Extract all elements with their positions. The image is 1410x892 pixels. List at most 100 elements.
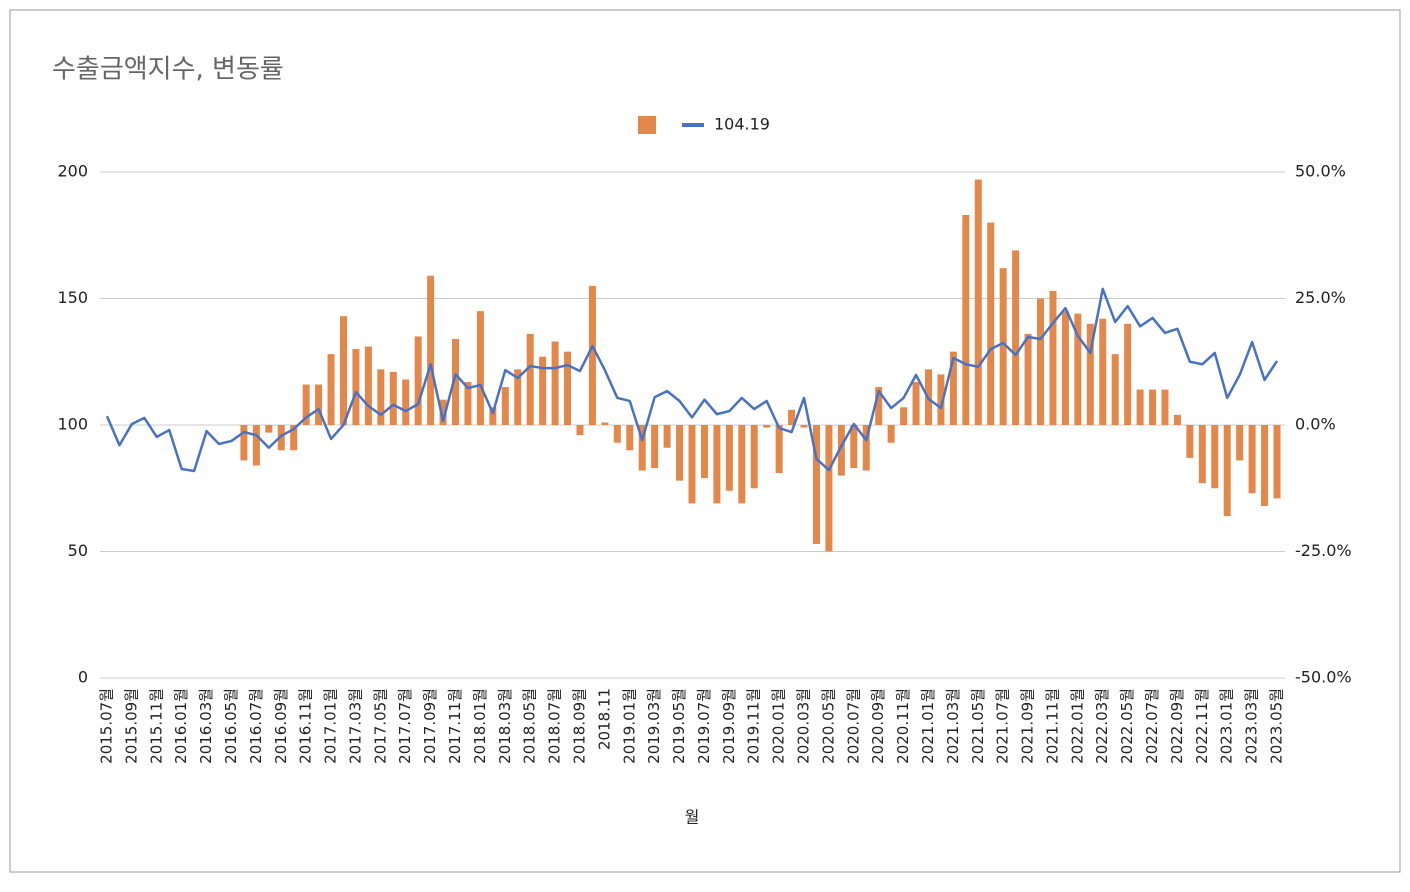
bar xyxy=(252,425,260,466)
legend-swatch xyxy=(638,116,656,134)
bar xyxy=(638,425,646,471)
x-tick-label: 2020.05월 xyxy=(819,688,837,764)
x-tick-label: 2019.09월 xyxy=(720,688,738,764)
bar xyxy=(476,311,484,425)
x-tick-label: 2015.09월 xyxy=(122,688,140,764)
chart-title: 수출금액지수, 변동률 xyxy=(52,55,284,85)
x-tick-label: 2018.05월 xyxy=(521,688,539,764)
bar xyxy=(949,351,957,425)
x-tick-label: 2020.09월 xyxy=(869,688,887,764)
y-tick-label: 0 xyxy=(78,668,88,687)
y-tick-label: 200 xyxy=(57,162,88,181)
bar xyxy=(588,285,596,425)
bar xyxy=(1186,425,1194,458)
bar xyxy=(962,215,970,425)
x-tick-label: 2021.03월 xyxy=(944,688,962,764)
bar xyxy=(277,425,285,451)
bar xyxy=(912,381,920,425)
bar xyxy=(1049,290,1057,425)
x-tick-label: 2017.03월 xyxy=(346,688,364,764)
x-tick-label: 2021.11월 xyxy=(1043,688,1061,764)
bar xyxy=(974,179,982,425)
bar xyxy=(800,425,808,428)
x-tick-label: 2020.11월 xyxy=(894,688,912,764)
bar xyxy=(364,346,372,425)
bar xyxy=(788,409,796,425)
bar xyxy=(539,356,547,425)
x-tick-label: 2017.09월 xyxy=(421,688,439,764)
bar xyxy=(676,425,684,481)
bar xyxy=(514,369,522,425)
bar xyxy=(302,384,310,425)
bar xyxy=(265,425,273,433)
bar xyxy=(501,387,509,425)
x-tick-label: 2023.05월 xyxy=(1268,688,1286,764)
bar xyxy=(862,425,870,471)
bar xyxy=(315,384,323,425)
bar xyxy=(339,316,347,425)
x-tick-label: 2015.07월 xyxy=(98,688,116,764)
bar xyxy=(987,222,995,425)
bar xyxy=(601,422,609,425)
bar xyxy=(551,341,559,425)
x-tick-label: 2016.11월 xyxy=(297,688,315,764)
bar xyxy=(700,425,708,479)
x-tick-label: 2020.07월 xyxy=(844,688,862,764)
y2-tick-label: 0.0% xyxy=(1295,415,1336,434)
y-tick-label: 100 xyxy=(57,415,88,434)
bar xyxy=(663,425,671,448)
bar xyxy=(837,425,845,476)
bar xyxy=(1124,323,1132,425)
bar xyxy=(1037,298,1045,425)
x-tick-label: 2022.03월 xyxy=(1093,688,1111,764)
bar xyxy=(1273,425,1281,499)
x-tick-label: 2019.07월 xyxy=(695,688,713,764)
bar xyxy=(290,425,298,451)
x-tick-label: 2017.07월 xyxy=(396,688,414,764)
x-tick-label: 2018.03월 xyxy=(496,688,514,764)
x-tick-label: 2023.03월 xyxy=(1243,688,1261,764)
x-tick-label: 2018.09월 xyxy=(570,688,588,764)
bar xyxy=(327,354,335,425)
bar xyxy=(812,425,820,544)
x-tick-label: 2018.07월 xyxy=(546,688,564,764)
x-tick-label: 2022.07월 xyxy=(1143,688,1161,764)
bar xyxy=(1223,425,1231,517)
x-tick-label: 2021.07월 xyxy=(994,688,1012,764)
bar xyxy=(377,369,385,425)
bar xyxy=(452,338,460,425)
bar xyxy=(1198,425,1206,484)
x-tick-label: 2018.01월 xyxy=(471,688,489,764)
legend-label: 104.19 xyxy=(714,115,770,134)
x-tick-label: 2022.05월 xyxy=(1118,688,1136,764)
bar xyxy=(1099,318,1107,425)
x-tick-label: 2019.11월 xyxy=(745,688,763,764)
bar xyxy=(1211,425,1219,489)
bar xyxy=(937,374,945,425)
x-tick-label: 2021.05월 xyxy=(969,688,987,764)
bar xyxy=(738,425,746,504)
x-tick-label: 2022.09월 xyxy=(1168,688,1186,764)
bar xyxy=(613,425,621,443)
bar xyxy=(875,387,883,425)
x-tick-label: 2021.01월 xyxy=(919,688,937,764)
x-tick-label: 2019.03월 xyxy=(645,688,663,764)
bar xyxy=(352,349,360,425)
bar xyxy=(402,379,410,425)
bar xyxy=(713,425,721,504)
y2-tick-label: -25.0% xyxy=(1295,541,1352,560)
bar xyxy=(1012,250,1020,425)
bar xyxy=(850,425,858,469)
x-tick-label: 2016.09월 xyxy=(272,688,290,764)
bar xyxy=(1149,389,1157,425)
x-tick-label: 2023.01월 xyxy=(1218,688,1236,764)
x-tick-label: 2022.11월 xyxy=(1193,688,1211,764)
bar xyxy=(999,268,1007,425)
bar xyxy=(464,381,472,425)
x-tick-label: 2018.11 xyxy=(595,688,613,750)
x-tick-label: 2016.07월 xyxy=(247,688,265,764)
bar xyxy=(240,425,248,461)
bar xyxy=(526,333,534,425)
x-tick-label: 2021.09월 xyxy=(1019,688,1037,764)
